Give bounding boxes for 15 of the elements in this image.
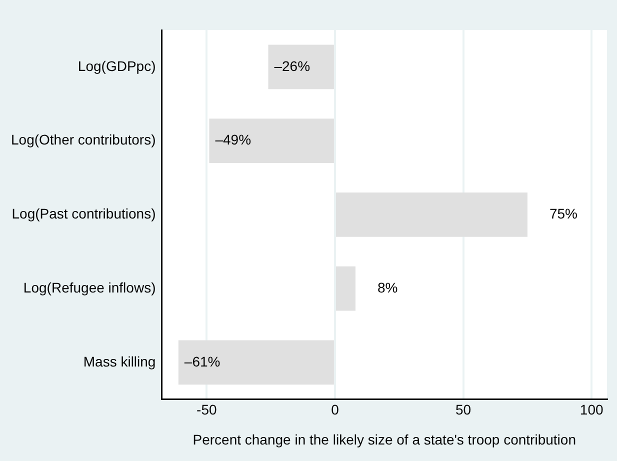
data-label: 8% bbox=[377, 279, 398, 296]
y-tick-label: Log(Other contributors) bbox=[10, 132, 156, 148]
x-tick-label: 0 bbox=[331, 402, 340, 418]
x-tick-label: 100 bbox=[580, 402, 604, 418]
y-tick-label: Log(Past contributions) bbox=[12, 206, 156, 222]
y-tick-label: Log(Refugee inflows) bbox=[23, 279, 156, 296]
data-label: –61% bbox=[184, 353, 220, 370]
y-tick-label: Log(GDPpc) bbox=[78, 58, 156, 74]
data-label: 75% bbox=[549, 206, 578, 222]
y-tick-label: Mass killing bbox=[83, 353, 156, 370]
data-label: –26% bbox=[274, 58, 310, 74]
x-tick-label: 50 bbox=[455, 402, 472, 418]
data-label: –49% bbox=[215, 132, 252, 148]
x-axis-title: Percent change in the likely size of a state's troop contribution bbox=[192, 431, 576, 448]
x-tick-label: -50 bbox=[196, 402, 217, 418]
